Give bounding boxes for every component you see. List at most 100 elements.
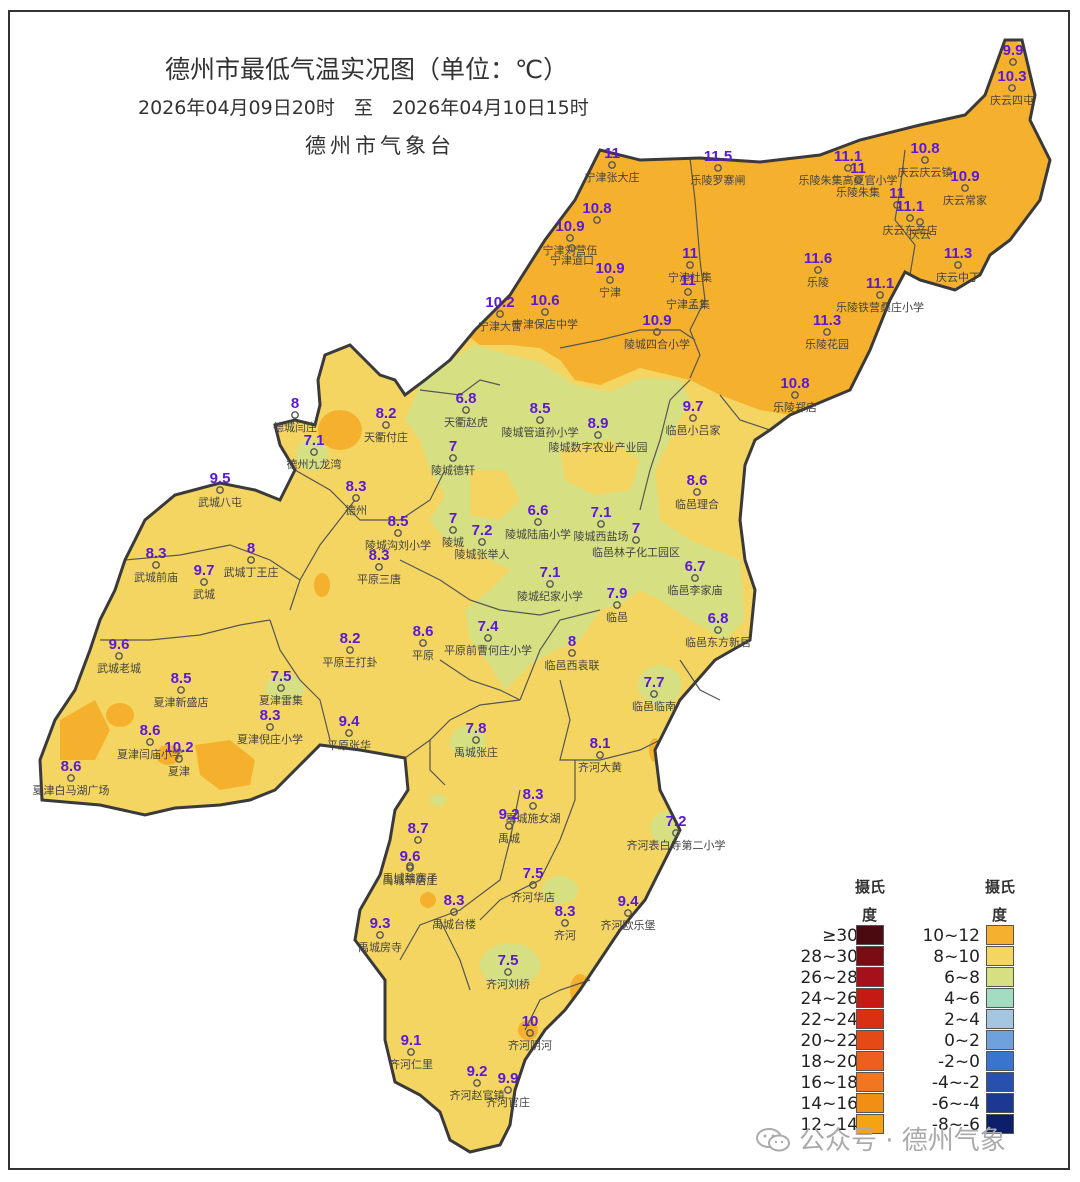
station: 8.7	[408, 820, 429, 844]
station: 7.5 齐河华店	[511, 865, 555, 904]
station-name: 武城前庙	[134, 570, 178, 584]
station-marker	[484, 634, 492, 642]
station-value: 8.7	[408, 820, 429, 837]
station: 11.1 乐陵铁营桑庄小学	[836, 275, 924, 314]
map-subtitle: 2026年04月09日20时 至 2026年04月10日15时	[138, 97, 589, 119]
station-value: 8.6	[413, 623, 434, 640]
station-marker	[450, 908, 458, 916]
station: 8.6 临邑理合	[675, 472, 719, 511]
station-marker	[594, 431, 602, 439]
station-marker	[504, 1086, 512, 1094]
station-name: 陵城德轩	[431, 463, 475, 477]
station: 8.5 夏津新盛店	[154, 670, 209, 709]
legend-row: 28~30	[780, 946, 940, 968]
station-marker	[561, 919, 569, 927]
legend-row: 10~12	[900, 925, 1060, 947]
station-value: 8.5	[530, 400, 551, 417]
station-value: 10.9	[950, 168, 979, 185]
station-name: 宁津孟集	[666, 297, 710, 311]
station-marker	[216, 486, 224, 494]
station-name: 宁津道口	[550, 253, 594, 267]
legend-label: -6~-4	[931, 1094, 980, 1114]
station-name: 临邑理合	[675, 497, 719, 511]
station: 10.9 宁津	[595, 260, 624, 299]
legend-label: 12~14	[800, 1115, 858, 1135]
station-name: 天衢付庄	[364, 430, 408, 444]
station-value: 6.7	[685, 558, 706, 575]
legend-swatch	[856, 1030, 884, 1050]
station-name: 禹城	[498, 832, 520, 845]
station-value: 8	[291, 395, 299, 412]
station-name: 临邑	[606, 610, 628, 624]
station: 11.1 庆云东辛店	[883, 198, 938, 237]
station-name: 庆云四屯	[990, 93, 1034, 107]
station-value: 6.8	[708, 610, 729, 627]
station-name: 陵城西盐场	[574, 529, 629, 543]
station-name: 宁津保店中学	[512, 317, 578, 331]
station: 7.9 临邑	[606, 585, 628, 624]
station-name: 陵城张举人	[455, 547, 510, 561]
legend-heading-left-unit: 度	[862, 906, 878, 924]
station-value: 11	[889, 185, 905, 202]
station-value: 7.1	[591, 504, 612, 521]
station: 10.2 宁津大曹	[478, 294, 522, 333]
station-marker	[504, 968, 512, 976]
legend-label: 28~30	[800, 947, 858, 967]
station-name: 德州	[345, 503, 367, 517]
station-marker	[67, 774, 75, 782]
legend-row: 26~28	[780, 967, 940, 989]
legend-swatch	[986, 1009, 1014, 1029]
station: 8 武城丁王庄	[224, 540, 279, 579]
station: 11 宁津杜集	[668, 245, 712, 284]
station: 11	[889, 185, 905, 209]
station-marker	[823, 328, 831, 336]
station: 10.9 陵城四合小学	[624, 312, 690, 351]
station-marker	[266, 723, 274, 731]
station: 10.9 庆云常家	[943, 168, 987, 207]
station-marker	[921, 156, 929, 164]
station-marker	[653, 328, 661, 336]
station-value: 8.6	[61, 758, 82, 775]
station-value: 8.3	[523, 786, 544, 803]
station: 8.3 齐河	[554, 903, 576, 942]
station-value: 9.2	[499, 806, 520, 823]
station-marker	[152, 561, 160, 569]
station-marker	[291, 411, 299, 419]
legend-row: 0~2	[900, 1030, 1060, 1052]
legend-swatch	[856, 967, 884, 987]
station-marker	[1008, 84, 1016, 92]
station: 11 宁津孟集	[666, 272, 710, 311]
legend-label: 16~18	[800, 1073, 858, 1093]
station-name: 陵城四合小学	[624, 337, 690, 351]
station-marker	[177, 686, 185, 694]
legend-row: -2~0	[900, 1051, 1060, 1073]
station-marker	[693, 488, 701, 496]
station-name: 平原三唐	[357, 572, 401, 586]
station-marker	[146, 738, 154, 746]
station: 禹城魏寨子	[383, 862, 438, 885]
station-value: 11.3	[813, 312, 841, 329]
station-value: 8.3	[369, 547, 390, 564]
station-marker	[472, 736, 480, 744]
station: 8.6 夏津闫庙小学	[117, 722, 183, 761]
legend-swatch	[856, 1114, 884, 1134]
station: 9.4 齐河欧乐堡	[601, 893, 656, 932]
legend-label: 6~8	[944, 968, 980, 988]
station-marker	[376, 931, 384, 939]
station-marker	[568, 244, 576, 252]
station: 7.4 平原前曹何庄小学	[444, 618, 532, 657]
station-name: 天衢赵虎	[444, 415, 488, 429]
station-marker	[961, 184, 969, 192]
station-value: 11.3	[944, 245, 972, 262]
station-value: 8.5	[388, 513, 409, 530]
station-value: 9.3	[370, 915, 391, 932]
legend-label: 18~20	[800, 1052, 858, 1072]
station-marker	[714, 164, 722, 172]
station-value: 8	[247, 540, 255, 557]
station-value: 9.7	[683, 398, 704, 415]
legend-swatch	[986, 1114, 1014, 1134]
station: 11.1 乐陵朱集高夏官小学	[799, 148, 898, 187]
station-name: 平原前曹何庄小学	[444, 643, 532, 657]
legend-label: 14~16	[800, 1094, 858, 1114]
station-marker	[394, 529, 402, 537]
